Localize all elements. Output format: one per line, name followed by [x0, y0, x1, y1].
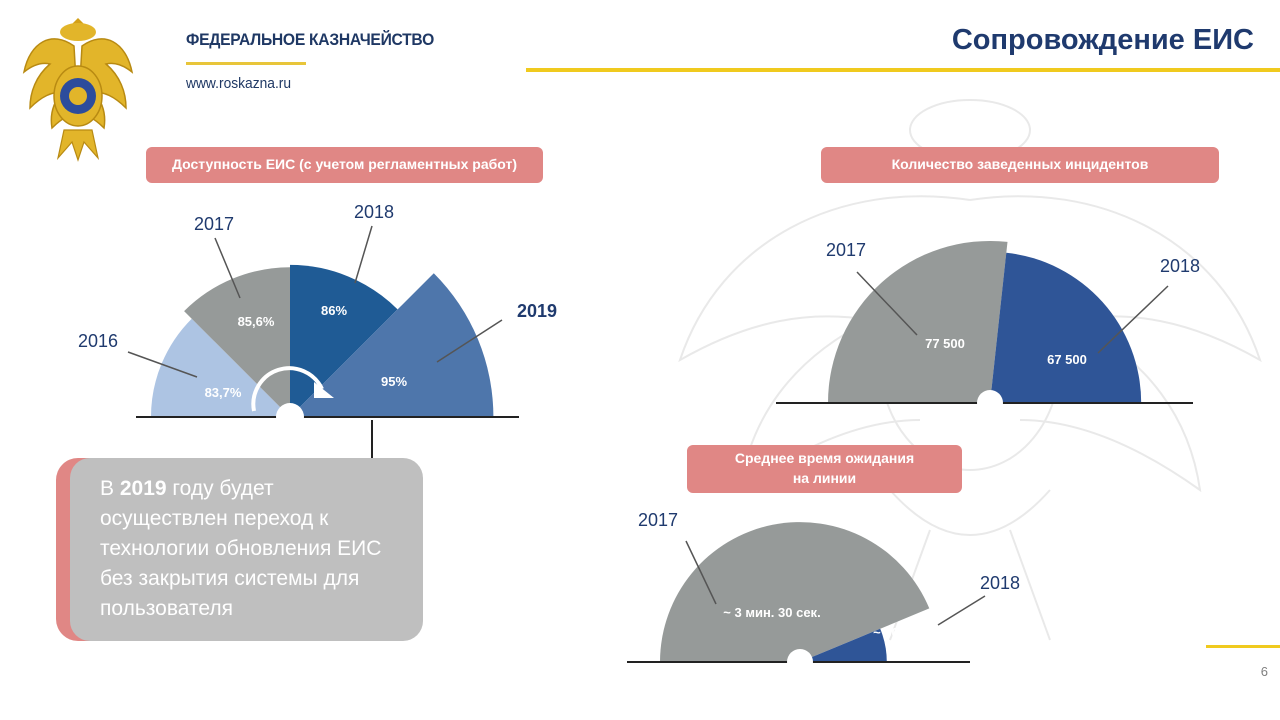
chart2-slice-2018 [990, 252, 1142, 403]
chart2-year-2018: 2018 [1160, 256, 1200, 276]
chart1-year-2016: 2016 [78, 331, 118, 351]
chart1-slice-2019 [290, 273, 494, 417]
chart2-leader-2018 [1097, 285, 1169, 354]
org-url: www.roskazna.ru [186, 75, 292, 92]
note-text-after: году будет осуществлен переход к техноло… [100, 477, 382, 620]
chart1-leader-2019 [436, 319, 503, 363]
footer-rule [1206, 645, 1280, 648]
chart1-year-2019: 2019 [517, 301, 557, 321]
chart1-year-2017: 2017 [194, 214, 234, 234]
info-note: В 2019 году будет осуществлен переход к … [70, 458, 423, 641]
chart1-leader-2018 [354, 225, 373, 284]
title-rule [526, 68, 1280, 72]
chart1-leader-2017 [214, 237, 241, 299]
chart1-hub [276, 403, 304, 431]
refresh-arrow-icon [251, 366, 324, 412]
chart1-year-2018: 2018 [354, 202, 394, 222]
chart1-value-2016: 83,7% [205, 385, 242, 400]
chart2-slice-2017 [828, 240, 1008, 403]
note-highlight-year: 2019 [119, 477, 167, 500]
chart2-title: Количество заведенных инцидентов [821, 147, 1219, 183]
chart2-value-2017: 77 500 [925, 336, 965, 351]
chart2-leader-2017 [856, 271, 918, 336]
refresh-arrowhead-icon [314, 382, 334, 398]
chart3-slice-2017 [660, 522, 930, 662]
chart2-value-2018: 67 500 [1047, 352, 1087, 367]
chart1-value-2018: 86% [321, 303, 347, 318]
chart3-hub [787, 649, 813, 675]
chart3-leader-2018 [937, 595, 986, 626]
chart1-value-2019: 95% [381, 374, 407, 389]
callout-connector [371, 420, 373, 458]
chart3-title: Среднее время ожидания на линии [687, 445, 962, 493]
chart3-year-2017: 2017 [638, 510, 678, 530]
note-text-before: В [100, 477, 120, 500]
chart3-year-2018: 2018 [980, 573, 1020, 593]
chart2-hub [977, 390, 1003, 416]
chart3-value-2017: ~ 3 мин. 30 сек. [723, 605, 820, 620]
chart3-slice-2018 [800, 628, 887, 662]
chart1-leader-2016 [127, 351, 198, 378]
chart3-value-2018: ~ 30 сек. [873, 625, 927, 640]
chart1-value-2017: 85,6% [238, 314, 275, 329]
chart3-leader-2017 [685, 540, 717, 605]
org-divider [186, 62, 306, 65]
chart1-title: Доступность ЕИС (с учетом регламентных р… [146, 147, 543, 183]
chart2-year-2017: 2017 [826, 240, 866, 260]
org-name: ФЕДЕРАЛЬНОЕ КАЗНАЧЕЙСТВО [186, 30, 434, 49]
page-number: 6 [1260, 664, 1268, 679]
treasury-emblem [22, 18, 134, 162]
page-title: Сопровождение ЕИС [951, 24, 1254, 56]
